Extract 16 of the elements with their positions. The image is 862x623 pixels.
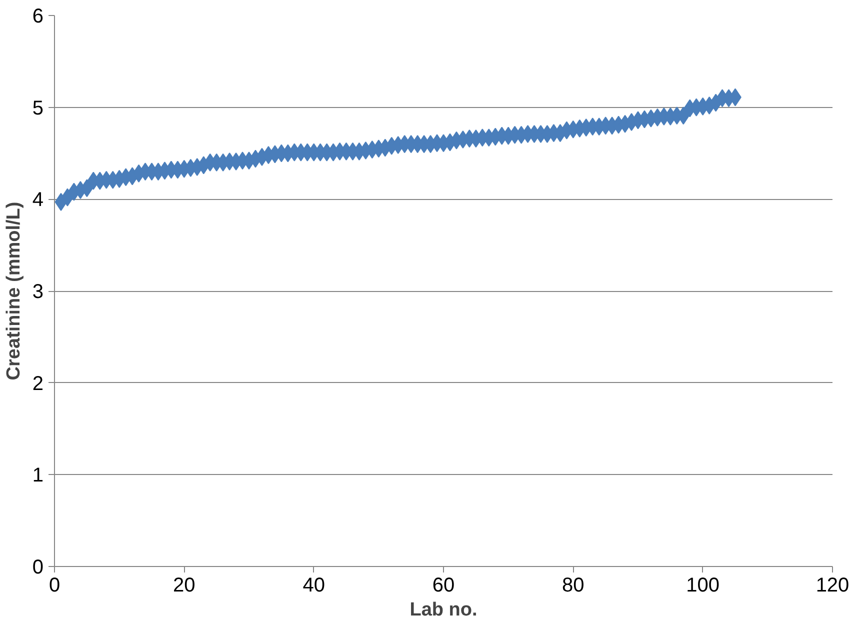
x-axis-title: Lab no. [410, 600, 478, 620]
y-tick-label: 2 [32, 372, 44, 395]
y-tick-label: 1 [32, 464, 44, 487]
y-tick-label: 6 [32, 6, 44, 28]
x-tick-label: 100 [686, 574, 720, 596]
y-tick-label: 3 [32, 281, 44, 303]
x-tick-label: 0 [48, 574, 60, 596]
y-axis-title: Creatinine (mmol/L) [3, 202, 24, 380]
x-tick-label: 20 [173, 574, 196, 596]
x-tick-label: 80 [562, 574, 584, 596]
x-tick-label: 120 [816, 574, 850, 596]
y-tick-label: 0 [32, 556, 44, 578]
x-tick-label: 60 [432, 574, 455, 596]
y-tick-label: 4 [32, 189, 44, 212]
y-tick-label: 5 [32, 97, 44, 120]
x-tick-label: 40 [302, 574, 325, 596]
